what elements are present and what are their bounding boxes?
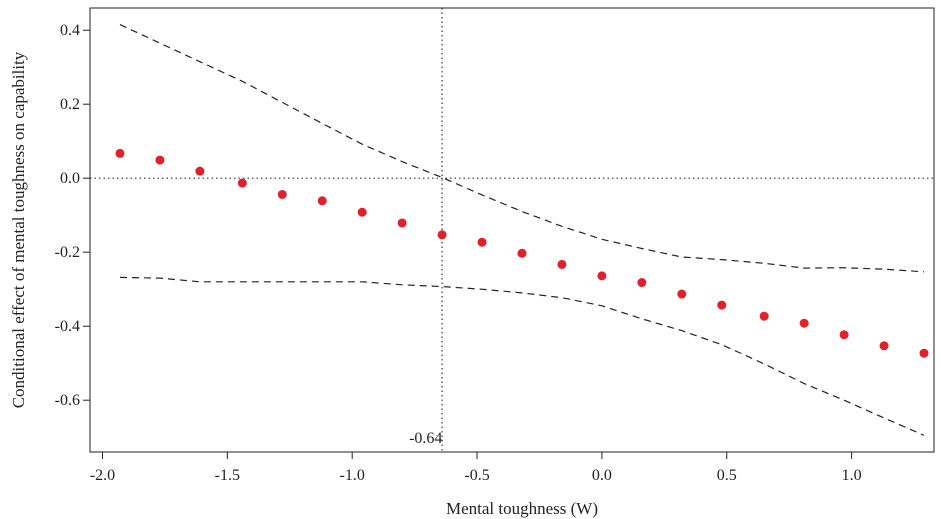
data-point <box>237 178 247 188</box>
data-point <box>115 148 125 158</box>
data-point <box>277 189 287 199</box>
confidence-bands <box>119 24 925 436</box>
data-point <box>677 289 687 299</box>
data-point <box>195 166 205 176</box>
y-tick-label: -0.4 <box>55 318 80 335</box>
data-point <box>317 196 327 206</box>
data-point <box>477 237 487 247</box>
data-point <box>717 300 727 310</box>
x-tick-label: 0.0 <box>592 467 612 484</box>
threshold-annotation: -0.64 <box>409 430 442 447</box>
y-tick-label: -0.2 <box>55 244 80 261</box>
data-point <box>437 230 447 240</box>
x-tick-label: 0.5 <box>717 467 737 484</box>
y-axis-label: Conditional effect of mental toughness o… <box>9 51 28 408</box>
plot-frame <box>89 7 935 453</box>
tick-labels: -2.0 -1.5 -1.0 -0.5 0.0 0.5 1.0 0.4 0.2 0.0 -0.2 -0… <box>55 22 862 484</box>
y-tick-label: 0.4 <box>60 22 80 39</box>
upper-ci-line <box>119 24 925 273</box>
data-point <box>517 248 527 258</box>
data-point <box>357 207 367 217</box>
data-point <box>839 330 849 340</box>
data-point <box>637 278 647 288</box>
data-point <box>879 341 889 351</box>
y-tick-label: -0.6 <box>55 392 80 409</box>
x-tick-label: 1.0 <box>842 467 862 484</box>
data-point <box>799 318 809 328</box>
data-point <box>759 311 769 321</box>
y-tick-label: 0.0 <box>60 170 80 187</box>
x-tick-label: -2.0 <box>90 467 115 484</box>
data-point <box>397 218 407 228</box>
x-tick-label: -1.0 <box>340 467 365 484</box>
y-tick-label: 0.2 <box>60 96 80 113</box>
data-points <box>115 148 929 358</box>
reference-lines <box>90 8 934 452</box>
data-point <box>155 155 165 165</box>
data-point <box>557 259 567 269</box>
x-tick-label: -0.5 <box>464 467 489 484</box>
axes <box>83 7 935 459</box>
data-point <box>597 271 607 281</box>
x-axis-label: Mental toughness (W) <box>446 499 598 518</box>
lower-ci-line <box>119 276 925 436</box>
data-point <box>919 348 929 358</box>
x-tick-label: -1.5 <box>215 467 240 484</box>
